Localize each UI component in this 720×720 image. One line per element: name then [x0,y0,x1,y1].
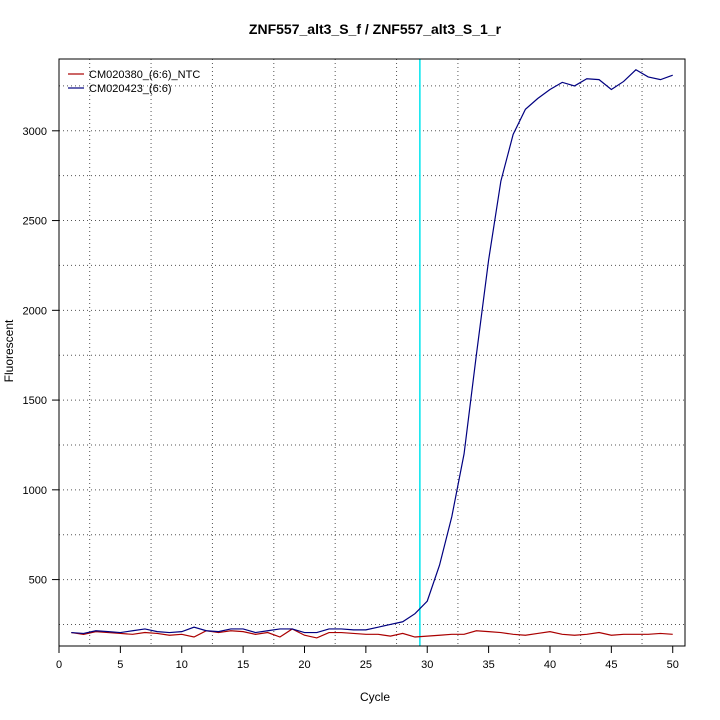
grid [59,59,685,646]
series-line-1 [71,628,673,639]
legend: CM020380_(6:6)_NTC CM020423_(6:6) [68,69,200,95]
chart-title: ZNF557_alt3_S_f / ZNF557_alt3_S_1_r [249,21,502,37]
y-axis-label: Fluorescent [2,319,16,382]
x-tick-label: 45 [605,659,617,671]
legend-label: CM020423_(6:6) [89,83,172,95]
y-tick-label: 1000 [23,485,47,497]
x-axis-label: Cycle [360,690,390,704]
x-tick-label: 15 [237,659,249,671]
x-tick-label: 10 [176,659,188,671]
x-axis: 0 5 10 15 20 25 30 35 40 45 50 [56,646,679,671]
x-tick-label: 0 [56,659,62,671]
y-tick-label: 3000 [23,126,47,138]
series-line-2 [71,69,673,635]
x-tick-label: 5 [117,659,123,671]
plot-frame [58,58,686,647]
x-tick-label: 40 [544,659,556,671]
legend-label: CM020380_(6:6)_NTC [89,69,200,81]
y-tick-label: 500 [29,575,47,587]
y-tick-label: 2500 [23,216,47,228]
y-tick-label: 2000 [23,305,47,317]
x-tick-label: 25 [360,659,372,671]
series-layer [71,69,673,639]
y-tick-label: 1500 [23,395,47,407]
y-axis: 500 1000 1500 2000 2500 3000 [23,126,59,587]
x-tick-label: 30 [421,659,433,671]
x-tick-label: 50 [667,659,679,671]
x-tick-label: 35 [482,659,494,671]
x-tick-label: 20 [298,659,310,671]
